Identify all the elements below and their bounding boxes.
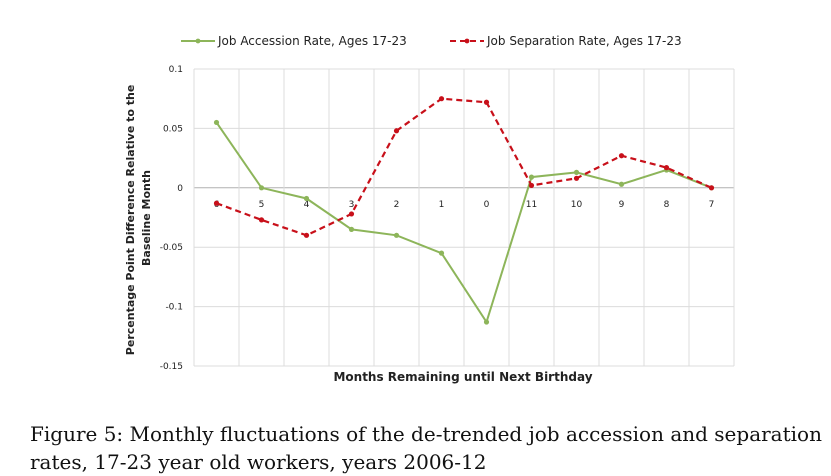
x-axis-label: Months Remaining until Next Birthday	[333, 370, 592, 384]
data-point	[528, 182, 535, 189]
x-tick-label: 11	[526, 200, 537, 210]
data-point	[618, 153, 625, 159]
data-point	[708, 185, 715, 191]
series-layer	[213, 96, 715, 325]
y-tick-label: 0.05	[163, 124, 183, 134]
data-point	[393, 128, 400, 134]
legend-label: Job Separation Rate, Ages 17-23	[486, 34, 682, 48]
series-2	[213, 96, 715, 238]
data-point	[258, 185, 265, 191]
x-tick-label: 0	[484, 200, 490, 210]
x-tick-label: 4	[304, 200, 310, 210]
legend-marker	[195, 38, 201, 44]
x-tick-label: 1	[439, 200, 445, 210]
x-tick-label: 2	[394, 200, 400, 210]
grid-lines	[193, 68, 735, 367]
data-point	[303, 195, 310, 202]
x-tick-label: 7	[709, 200, 715, 210]
data-point	[348, 226, 355, 232]
y-tick-label: -0.1	[165, 303, 183, 313]
y-axis-label-line-2: Baseline Month	[140, 170, 153, 266]
y-tick-label: 0	[177, 184, 183, 194]
y-axis-label: Percentage Point Difference Relative to …	[124, 81, 153, 355]
y-tick-label: 0.1	[169, 65, 183, 75]
y-axis-label-line-1: Percentage Point Difference Relative to …	[124, 85, 137, 356]
legend-label: Job Accession Rate, Ages 17-23	[217, 34, 407, 48]
x-tick-label: 3	[349, 200, 355, 210]
data-point	[348, 211, 355, 217]
figure-caption: Figure 5: Monthly fluctuations of the de…	[30, 422, 822, 474]
series-line	[215, 121, 712, 325]
legend-entry-1: Job Accession Rate, Ages 17-23	[181, 34, 407, 48]
data-point	[528, 174, 535, 180]
data-point	[618, 181, 625, 187]
data-point	[483, 319, 490, 325]
data-point	[483, 99, 490, 105]
legend-entry-2: Job Separation Rate, Ages 17-23	[450, 34, 682, 48]
y-tick-label: -0.15	[160, 362, 183, 372]
axes: 0.10.050-0.05-0.1-0.1565432101110987	[160, 65, 715, 372]
x-tick-label: 5	[259, 200, 265, 210]
data-point	[213, 119, 220, 126]
x-tick-label: 10	[571, 200, 583, 210]
legend: Job Accession Rate, Ages 17-23 Job Separa…	[181, 34, 682, 48]
data-point	[573, 175, 580, 181]
data-point	[438, 250, 445, 256]
legend-marker	[464, 38, 470, 44]
x-tick-label: 9	[619, 200, 625, 210]
data-point	[438, 96, 445, 102]
data-point	[303, 232, 310, 238]
data-point	[663, 165, 670, 171]
data-point	[573, 169, 580, 175]
line-chart: 0.10.050-0.05-0.1-0.1565432101110987 Job…	[124, 34, 735, 384]
data-point	[258, 217, 265, 223]
x-tick-label: 8	[664, 200, 670, 210]
y-tick-label: -0.05	[160, 243, 183, 253]
data-point	[393, 232, 400, 238]
data-point	[213, 200, 220, 206]
